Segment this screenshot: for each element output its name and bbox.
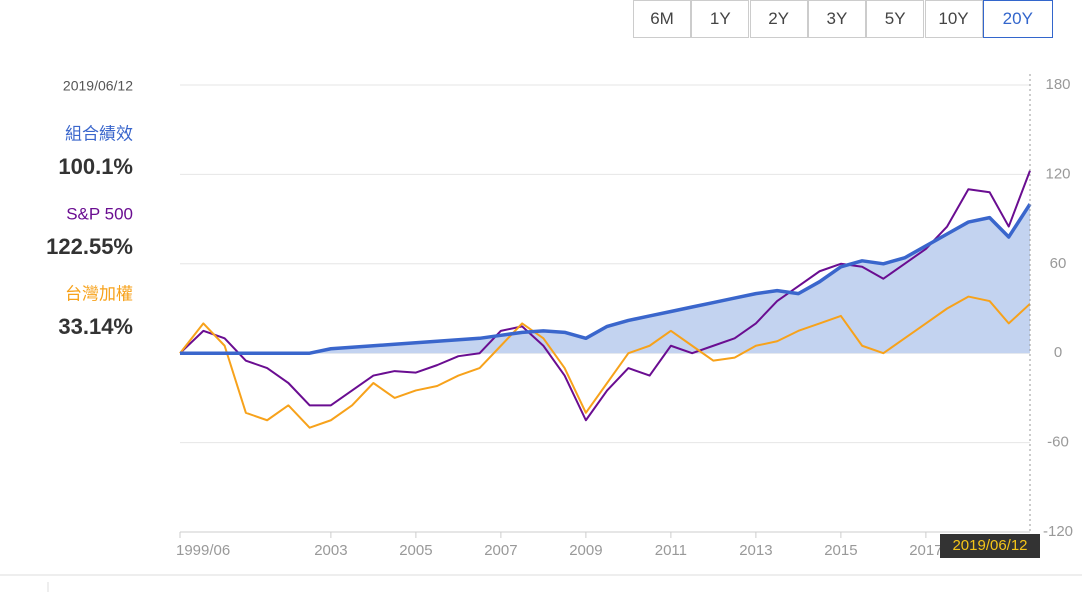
legend-name: S&P 500: [66, 204, 133, 223]
legend-value: 100.1%: [58, 154, 133, 179]
x-tick-label: 2009: [569, 542, 602, 559]
x-tick-label: 1999/06: [176, 542, 230, 559]
range-button[interactable]: 6M: [633, 0, 691, 38]
range-button[interactable]: 10Y: [924, 0, 983, 38]
line: [179, 295, 1031, 429]
area: [180, 204, 1030, 354]
range-button[interactable]: 5Y: [866, 0, 925, 38]
x-tick-label: 2011: [655, 542, 687, 559]
line: [180, 203, 1032, 355]
cursor-tooltip: 2019/06/12: [952, 537, 1027, 554]
y-tick-label: 120: [1045, 165, 1070, 182]
x-tick-label: 2013: [739, 542, 772, 559]
y-tick-label: -60: [1047, 434, 1069, 451]
legend-name: 組合績效: [65, 124, 133, 143]
range-button[interactable]: 3Y: [807, 0, 866, 38]
y-tick-label: 0: [1054, 344, 1062, 361]
y-tick-label: 180: [1045, 76, 1070, 93]
x-tick-label: 2005: [399, 542, 432, 559]
y-tick-label: -120: [1043, 523, 1073, 540]
legend-value: 122.55%: [46, 234, 133, 259]
x-tick-label: 2015: [824, 542, 857, 559]
x-tick-label: 2017: [909, 542, 942, 559]
line: [179, 170, 1031, 422]
cursor-tooltip-bg: [940, 534, 1040, 558]
legend-value: 33.14%: [58, 314, 133, 339]
range-button[interactable]: 2Y: [749, 0, 808, 38]
range-button[interactable]: 1Y: [691, 0, 750, 38]
y-tick-label: 60: [1050, 255, 1067, 272]
x-tick-label: 2003: [314, 542, 347, 559]
legend-name: 台灣加權: [65, 284, 133, 303]
x-tick-label: 2007: [484, 542, 517, 559]
range-button[interactable]: 20Y: [982, 0, 1053, 38]
legend-date: 2019/06/12: [63, 78, 133, 94]
